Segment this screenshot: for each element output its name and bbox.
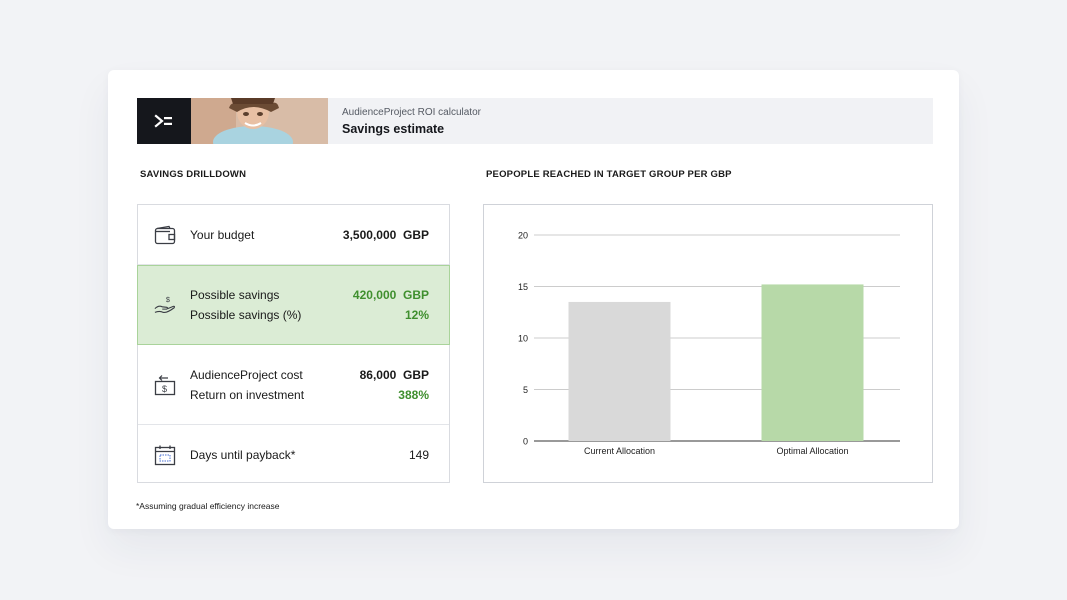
- calendar-icon: [154, 444, 176, 466]
- cost-label: AudienceProject cost: [190, 367, 303, 382]
- cost-row: $ AudienceProject cost Return on investm…: [138, 345, 449, 425]
- roi-value: 388%: [398, 387, 429, 402]
- savings-pct-value: 12%: [404, 308, 429, 322]
- bar-2: [761, 284, 864, 441]
- savings-label: Possible savings: [190, 288, 280, 302]
- hand-money-icon: $: [154, 294, 176, 316]
- budget-row: Your budget 3,500,000 GBP: [138, 205, 449, 265]
- y-tick-label: 5: [523, 385, 528, 395]
- svg-text:$: $: [166, 295, 170, 304]
- header-subtitle: AudienceProject ROI calculator: [342, 106, 481, 118]
- cost-unit: GBP: [402, 367, 429, 382]
- page-title: Savings estimate: [342, 121, 445, 136]
- header-photo: [191, 98, 328, 144]
- footnote: *Assuming gradual efficiency increase: [136, 501, 280, 511]
- y-tick-label: 0: [523, 437, 528, 447]
- savings-drilldown-panel: Your budget 3,500,000 GBP $ Possible sav…: [137, 204, 450, 483]
- wallet-icon: [154, 224, 176, 246]
- drilldown-heading: SAVINGS DRILLDOWN: [140, 169, 247, 180]
- x-tick-label: Optimal Allocation: [776, 446, 848, 456]
- chart-heading: PEOPOPLE REACHED IN TARGET GROUP PER GBP: [486, 169, 732, 180]
- svg-text:$: $: [162, 384, 167, 394]
- y-tick-label: 20: [518, 231, 528, 241]
- header-banner: AudienceProject ROI calculator Savings e…: [137, 98, 933, 144]
- savings-pct-label: Possible savings (%): [190, 308, 302, 322]
- y-tick-label: 15: [518, 282, 528, 292]
- savings-row: $ Possible savings Possible savings (%) …: [137, 265, 450, 345]
- savings-value: 420,000: [352, 288, 397, 302]
- chart-panel: 0 5 10 15 20 Current Allocation Optimal Alloca…: [483, 204, 933, 483]
- roi-card: AudienceProject ROI calculator Savings e…: [108, 70, 959, 529]
- bar-1: [568, 301, 671, 441]
- y-tick-label: 10: [518, 334, 528, 344]
- budget-unit: GBP: [402, 227, 429, 242]
- payback-value: 149: [408, 448, 429, 462]
- roi-label: Return on investment: [190, 387, 305, 402]
- person-photo-image: [191, 98, 328, 144]
- money-exchange-icon: $: [154, 374, 176, 396]
- audienceproject-logo-icon: [154, 114, 172, 128]
- header-text: AudienceProject ROI calculator Savings e…: [342, 107, 481, 136]
- x-tick-label: Current Allocation: [584, 446, 655, 456]
- logo: [137, 98, 191, 144]
- bar-chart: 0 5 10 15 20 Current Allocation Optimal Alloca…: [518, 231, 900, 456]
- savings-unit: GBP: [402, 288, 429, 302]
- budget-label: Your budget: [190, 227, 255, 242]
- budget-value: 3,500,000: [342, 227, 397, 242]
- payback-label: Days until payback*: [190, 448, 296, 462]
- cost-value: 86,000: [359, 367, 397, 382]
- payback-row: Days until payback* 149: [138, 425, 449, 485]
